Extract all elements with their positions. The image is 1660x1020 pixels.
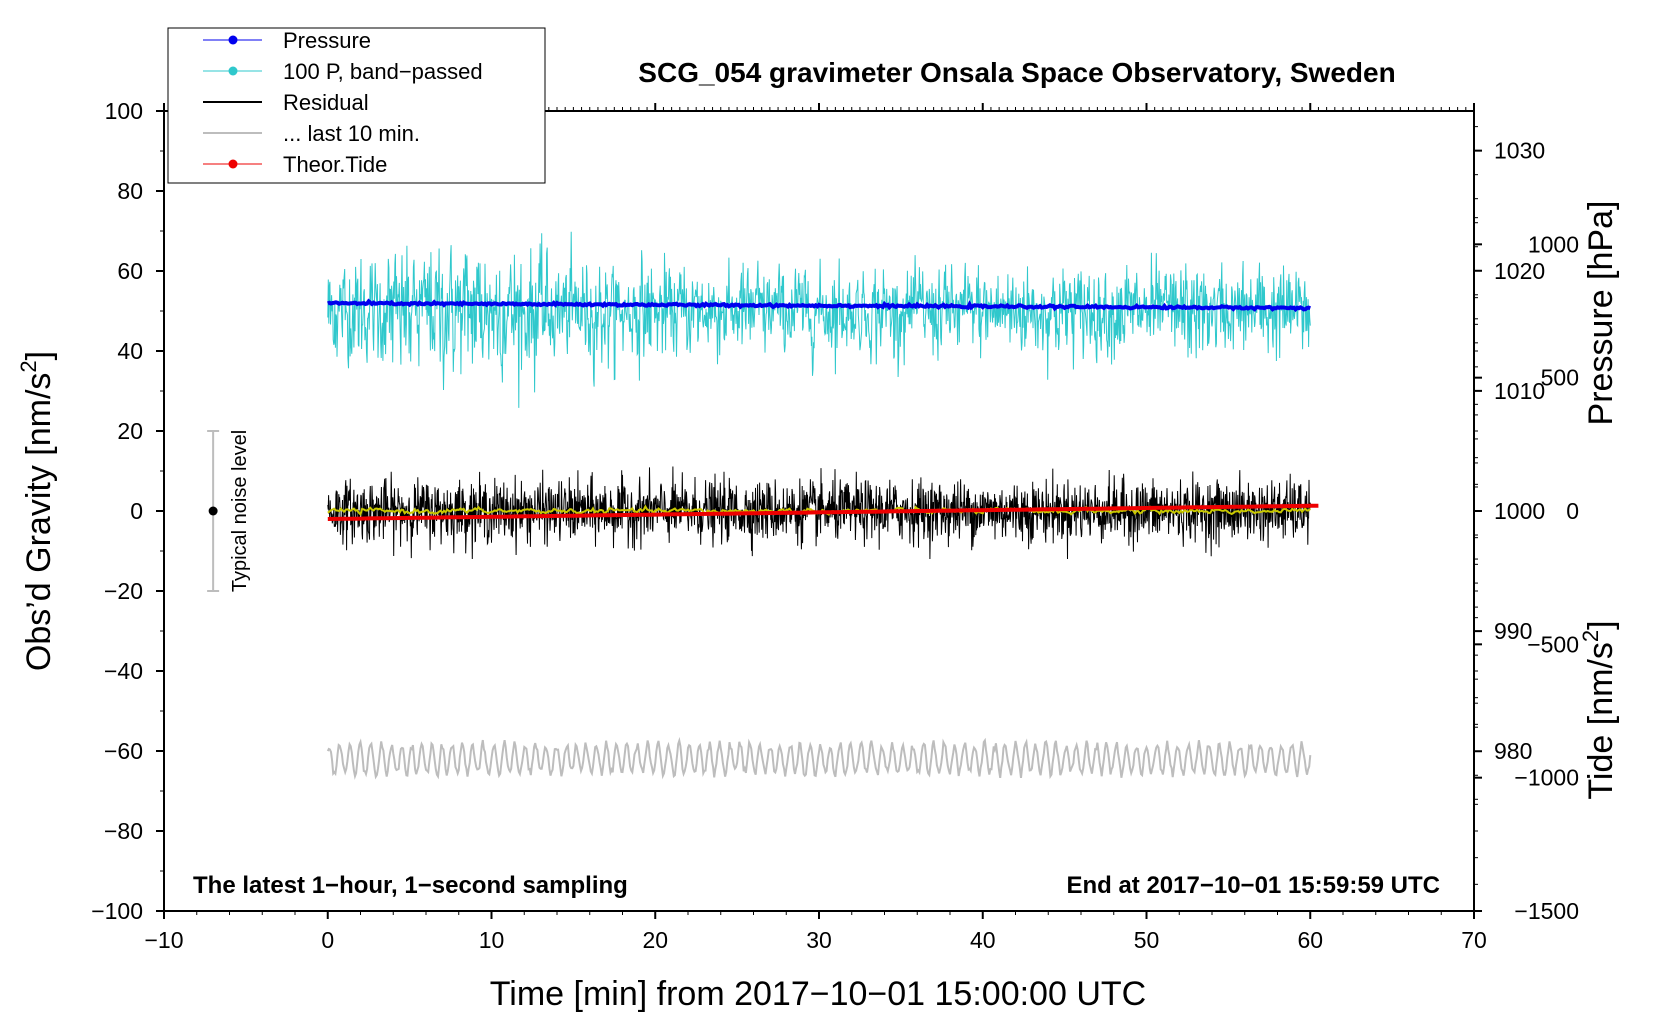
series-theor-tide xyxy=(327,503,1319,521)
x-tick-label: 60 xyxy=(1297,927,1323,953)
legend-box xyxy=(167,27,546,184)
y-tick-label: 20 xyxy=(117,418,143,444)
noise-bar-label: Typical noise level xyxy=(229,430,251,592)
pressure-axis-title: Pressure [hPa] xyxy=(1582,201,1620,426)
y-axis-title-main: Obs’d Gravity [nm/s xyxy=(20,373,58,672)
y-tick-label: 40 xyxy=(117,338,143,364)
pressure-tick-label: 1000 xyxy=(1494,498,1545,524)
y-tick-label: −80 xyxy=(104,818,143,844)
typical-noise-bar: Typical noise level xyxy=(207,430,251,592)
y-tick-label: −40 xyxy=(104,658,143,684)
annotation-sampling: The latest 1−hour, 1−second sampling xyxy=(193,872,628,899)
y-axis-title: Obs’d Gravity [nm/s2] xyxy=(16,351,58,671)
pressure-tick-label: 990 xyxy=(1494,618,1532,644)
y-tick-label: 0 xyxy=(130,498,143,524)
series-layer xyxy=(326,231,1319,780)
y-tick-label: −100 xyxy=(91,898,143,924)
tide-axis-title: Tide [nm/s2] xyxy=(1578,620,1620,799)
series-pressure-bandpassed xyxy=(327,231,1311,408)
tide-tick-label: −500 xyxy=(1527,631,1579,657)
tide-axis-title-sup: 2 xyxy=(1578,630,1603,642)
tide-tick-label: 1000 xyxy=(1528,231,1579,257)
legend-label: Residual xyxy=(283,90,369,115)
pressure-tick-label: 980 xyxy=(1494,738,1532,764)
legend-label: 100 P, band−passed xyxy=(283,59,483,84)
x-tick-label: 0 xyxy=(321,927,334,953)
pressure-tick-label: 1020 xyxy=(1494,258,1545,284)
y-tick-label: −20 xyxy=(104,578,143,604)
legend-swatch-marker xyxy=(228,66,238,76)
y-tick-label: 80 xyxy=(117,178,143,204)
y-axis-title-sup: 2 xyxy=(16,360,41,372)
chart-title: SCG_054 gravimeter Onsala Space Observat… xyxy=(638,57,1395,88)
series-last-10-min xyxy=(326,736,1312,780)
series-residual xyxy=(327,466,1311,560)
pressure-tick-label: 1030 xyxy=(1494,138,1545,164)
annotation-end-time: End at 2017−10−01 15:59:59 UTC xyxy=(1066,872,1440,899)
tide-tick-label: 500 xyxy=(1541,365,1579,391)
y-tick-label: 60 xyxy=(117,258,143,284)
tide-tick-label: −1500 xyxy=(1514,898,1579,924)
y-tick-label: −60 xyxy=(104,738,143,764)
tide-tick-label: 0 xyxy=(1566,498,1579,524)
series-pressure xyxy=(326,298,1311,313)
tide-axis-title-main: Tide [nm/s xyxy=(1582,642,1620,799)
x-axis-title: Time [min] from 2017−10−01 15:00:00 UTC xyxy=(490,975,1146,1013)
x-tick-label: 50 xyxy=(1134,927,1160,953)
legend-label: Pressure xyxy=(283,28,371,53)
x-tick-label: 40 xyxy=(970,927,996,953)
legend-label: ... last 10 min. xyxy=(283,121,420,146)
pressure-tick-label: 1010 xyxy=(1494,378,1545,404)
tide-tick-label: −1000 xyxy=(1514,765,1579,791)
legend-label: Theor.Tide xyxy=(283,152,387,177)
tide-axis-title-end: ] xyxy=(1582,620,1620,629)
legend: Pressure 100 P, band−passed Residual ... la… xyxy=(167,27,546,184)
x-tick-label: 30 xyxy=(806,927,832,953)
x-tick-label: −10 xyxy=(144,927,183,953)
x-tick-label: 70 xyxy=(1461,927,1487,953)
legend-swatch-marker xyxy=(228,35,238,45)
x-tick-label: 20 xyxy=(642,927,668,953)
legend-swatch-marker xyxy=(228,159,238,169)
y-axis-title-end: ] xyxy=(20,351,58,360)
noise-bar-center-dot xyxy=(208,506,218,516)
y-tick-label: 100 xyxy=(105,98,143,124)
x-tick-label: 10 xyxy=(479,927,505,953)
